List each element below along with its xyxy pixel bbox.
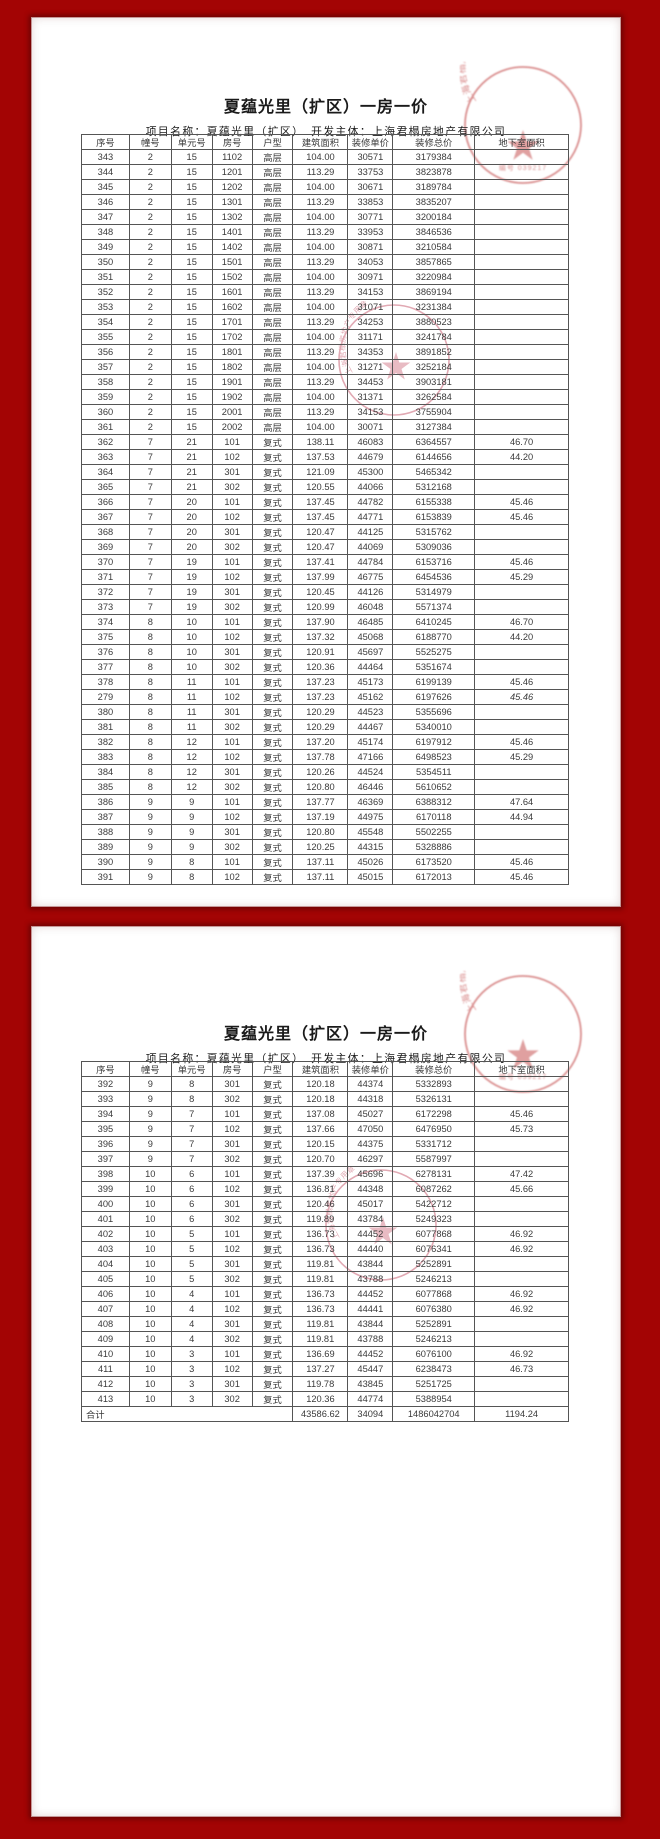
svg-text:上海君榻房地产开发有限公司: 上海君榻房地产开发有限公司	[460, 971, 525, 1015]
